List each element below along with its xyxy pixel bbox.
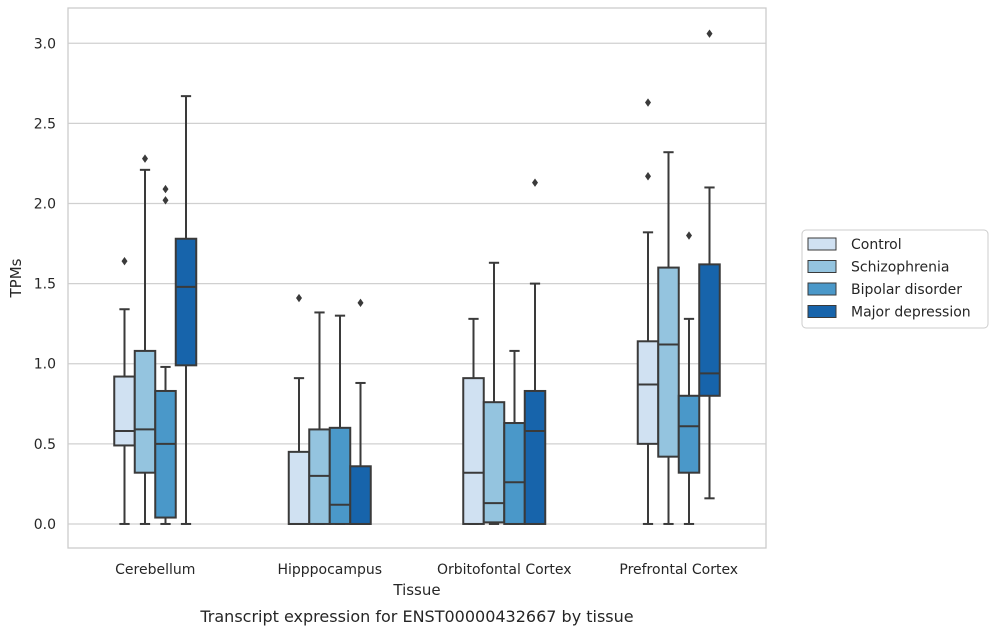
box-group — [503, 349, 526, 525]
legend: Control Schizophrenia Bipolar disorder Majo… — [801, 229, 989, 329]
box-group — [657, 151, 680, 525]
x-tick-label: Prefrontal Cortex — [619, 562, 738, 578]
plot-area-frame — [67, 7, 767, 549]
box-iqr — [677, 394, 701, 474]
y-tick-label: 2.0 — [34, 196, 56, 212]
y-tick-label: 0.5 — [34, 437, 56, 453]
box-iqr — [657, 266, 680, 458]
x-axis-label: Tissue — [392, 581, 440, 599]
legend-swatch — [807, 260, 837, 273]
y-tick-labels: 0.0 0.5 1.0 1.5 2.0 2.5 3.0 — [34, 36, 56, 533]
box-group — [636, 98, 660, 525]
box-group — [698, 29, 721, 500]
outlier-marker — [645, 172, 651, 181]
box-group — [523, 178, 547, 525]
legend-label: Bipolar disorder — [851, 282, 962, 298]
outlier-marker — [706, 29, 713, 38]
legend-label: Control — [851, 237, 902, 253]
outlier-marker — [142, 154, 148, 163]
outlier-marker — [121, 256, 128, 266]
legend-swatch — [807, 305, 837, 318]
box-iqr — [503, 422, 526, 525]
y-tick-label: 1.0 — [34, 357, 56, 373]
box-iqr — [523, 389, 547, 525]
box-group — [677, 231, 701, 525]
y-axis-label: TPMs — [7, 258, 25, 298]
box-iqr — [328, 426, 352, 525]
outlier-marker — [532, 178, 538, 187]
box-iqr — [113, 375, 136, 447]
box-iqr — [287, 450, 311, 525]
box-iqr — [133, 349, 157, 474]
legend-label: Major depression — [851, 305, 971, 321]
box-group — [328, 314, 352, 525]
legend-frame — [801, 229, 989, 329]
box-group — [113, 256, 136, 525]
box-group — [154, 184, 177, 525]
box-iqr — [462, 377, 485, 525]
y-tick-label: 2.5 — [34, 116, 56, 132]
box-iqr — [154, 389, 177, 519]
outlier-marker — [357, 298, 364, 308]
outlier-marker — [645, 98, 651, 107]
y-tick-label: 0.0 — [34, 517, 56, 533]
legend-label: Schizophrenia — [851, 260, 949, 276]
x-tick-label: Cerebellum — [115, 562, 195, 578]
box-iqr — [636, 340, 660, 445]
legend-swatch — [807, 282, 837, 296]
box-iqr — [349, 465, 372, 525]
y-tick-label: 3.0 — [34, 36, 56, 52]
chart-title: Transcript expression for ENST0000043266… — [199, 607, 633, 626]
box-iqr — [482, 401, 506, 524]
outlier-marker — [162, 196, 169, 205]
box-iqr — [698, 263, 721, 397]
legend-swatch — [807, 237, 837, 251]
box-group — [308, 311, 331, 525]
box-group — [174, 95, 198, 525]
x-tick-label: Hipppocampus — [277, 562, 382, 578]
outlier-marker — [162, 184, 169, 194]
x-tick-label: Orbitofontal Cortex — [437, 562, 572, 578]
outlier-marker — [296, 293, 302, 303]
y-tick-label: 1.5 — [34, 277, 56, 293]
box-group — [349, 298, 372, 525]
boxes-layer — [113, 29, 721, 525]
x-tick-labels: Cerebellum Hipppocampus Orbitofontal Corte… — [115, 562, 738, 578]
outlier-marker — [686, 231, 692, 240]
box-iqr — [174, 237, 198, 367]
